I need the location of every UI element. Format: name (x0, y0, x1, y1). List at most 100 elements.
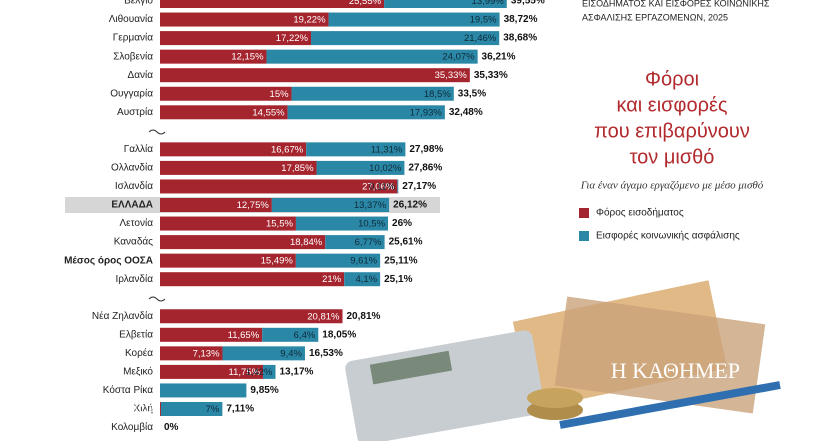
value-label: 10,02% (369, 163, 402, 174)
category-label: Ισλανδία (115, 180, 153, 192)
bar-segment (160, 402, 223, 416)
total-label: 25,11% (384, 255, 417, 266)
value-label: 18,5% (424, 89, 451, 100)
value-label: 1,42% (246, 367, 273, 378)
category-label: Ιρλανδία (116, 273, 154, 285)
bar-segment (160, 31, 312, 46)
value-label: 10,5% (358, 219, 385, 230)
category-label: Δανία (128, 69, 154, 81)
value-label: 13,99% (472, 0, 505, 7)
bar-segment (397, 179, 399, 194)
title-line: που επιβαρύνουν (594, 120, 750, 142)
total-label: 39,55% (511, 0, 545, 7)
title-line: τον μισθό (630, 146, 715, 168)
value-label: 14,55% (252, 107, 285, 118)
total-label: 13,17% (280, 367, 314, 378)
value-label: 4,1% (355, 274, 377, 285)
value-label: 11,75% (229, 367, 261, 378)
total-label: 38,68% (503, 33, 537, 44)
total-label: 0% (164, 422, 179, 433)
bar-segment (344, 272, 381, 287)
bar-segment (160, 272, 345, 287)
bar-segment (160, 198, 272, 212)
total-label: 25,61% (389, 237, 423, 248)
title-line: και εισφορές (616, 94, 727, 116)
bar-segment (291, 86, 454, 101)
value-label: 25,55% (349, 0, 382, 7)
bar-segment (160, 160, 317, 175)
category-label: Λετονία (119, 217, 153, 229)
bar-segment (287, 105, 445, 120)
bar-segment (160, 364, 264, 379)
value-label: 17,85% (281, 163, 314, 174)
category-label: Κορέα (125, 347, 153, 359)
value-label: 18,84% (290, 237, 323, 248)
category-label: Λιθουανία (109, 13, 153, 25)
category-label: Ελβετία (119, 328, 153, 340)
bar-segment (384, 0, 507, 8)
bar-segment (160, 68, 470, 83)
value-label: 21% (322, 274, 342, 285)
value-label: 20,81% (307, 311, 340, 322)
bar-segment (328, 12, 500, 27)
category-label: Βέλγιο (124, 0, 153, 7)
category-label: Αυστρία (117, 106, 153, 118)
category-label: Μέσος όρος ΟΟΣΑ (64, 255, 153, 266)
total-label: 26% (392, 218, 412, 229)
value-label: 19,22% (293, 15, 326, 26)
bar-segment (160, 0, 385, 8)
value-label: 15% (270, 89, 290, 100)
value-label: 6,77% (355, 237, 382, 248)
category-label: Γαλλία (124, 143, 154, 155)
bar-segment (160, 105, 288, 120)
category-label: Νέα Ζηλανδία (92, 310, 153, 322)
bar-segment (160, 383, 247, 398)
value-label: 35,33% (435, 70, 468, 81)
bar-segment (262, 327, 319, 342)
bar-segment (263, 364, 276, 379)
bar-segment (316, 160, 405, 175)
category-label: Καναδάς (114, 236, 153, 248)
watermark: Η ΚΑΘΗΜΕΡ (611, 358, 740, 383)
total-label: 9,85% (250, 385, 278, 396)
total-label: 25,1% (384, 274, 412, 285)
category-label: Ουγγαρία (110, 87, 153, 99)
total-label: 32,48% (449, 107, 483, 118)
total-label: 27,86% (408, 163, 442, 174)
legend-swatch (579, 231, 589, 241)
bar-segment (160, 309, 343, 324)
category-label: Κολομβία (111, 421, 153, 433)
value-label: 27,06% (362, 181, 395, 192)
value-label: 24,07% (442, 52, 475, 63)
legend-label: Εισφορές κοινωνικής ασφάλισης (596, 230, 740, 242)
bar-segment (160, 142, 307, 157)
value-label: 12,15% (231, 52, 264, 63)
value-label: 12,75% (237, 200, 270, 211)
value-label: 9,61% (350, 256, 377, 267)
bar-segment (160, 179, 398, 194)
bar-segment (295, 216, 389, 231)
bar-segment (160, 327, 263, 342)
axis-break (148, 296, 166, 302)
category-label: Χιλή (134, 403, 153, 415)
axis-break (148, 129, 166, 135)
bar-segment (271, 198, 390, 212)
category-label: Μεξικό (123, 366, 153, 378)
total-label: 26,12% (393, 200, 427, 211)
bar-segment (160, 86, 292, 101)
subtitle: Για έναν άγαμο εργαζόμενο με μέσο μισθό (580, 180, 764, 192)
legend-swatch (579, 208, 589, 218)
bar-segment (160, 12, 329, 27)
total-label: 7,11% (226, 404, 254, 415)
legend-label: Φόρος εισοδήματος (596, 207, 684, 219)
value-label: 17,22% (276, 33, 309, 44)
header-line: ΑΣΦΑΛΙΣΗΣ ΕΡΓΑΖΟΜΕΝΩΝ, 2025 (582, 12, 728, 22)
total-label: 35,33% (474, 70, 508, 81)
title-line: Φόροι (645, 68, 699, 90)
value-label: 13,37% (354, 200, 387, 211)
bar-segment (266, 49, 478, 64)
total-label: 20,81% (347, 311, 381, 322)
value-label: 7% (206, 404, 220, 415)
value-label: 11,31% (371, 144, 403, 155)
